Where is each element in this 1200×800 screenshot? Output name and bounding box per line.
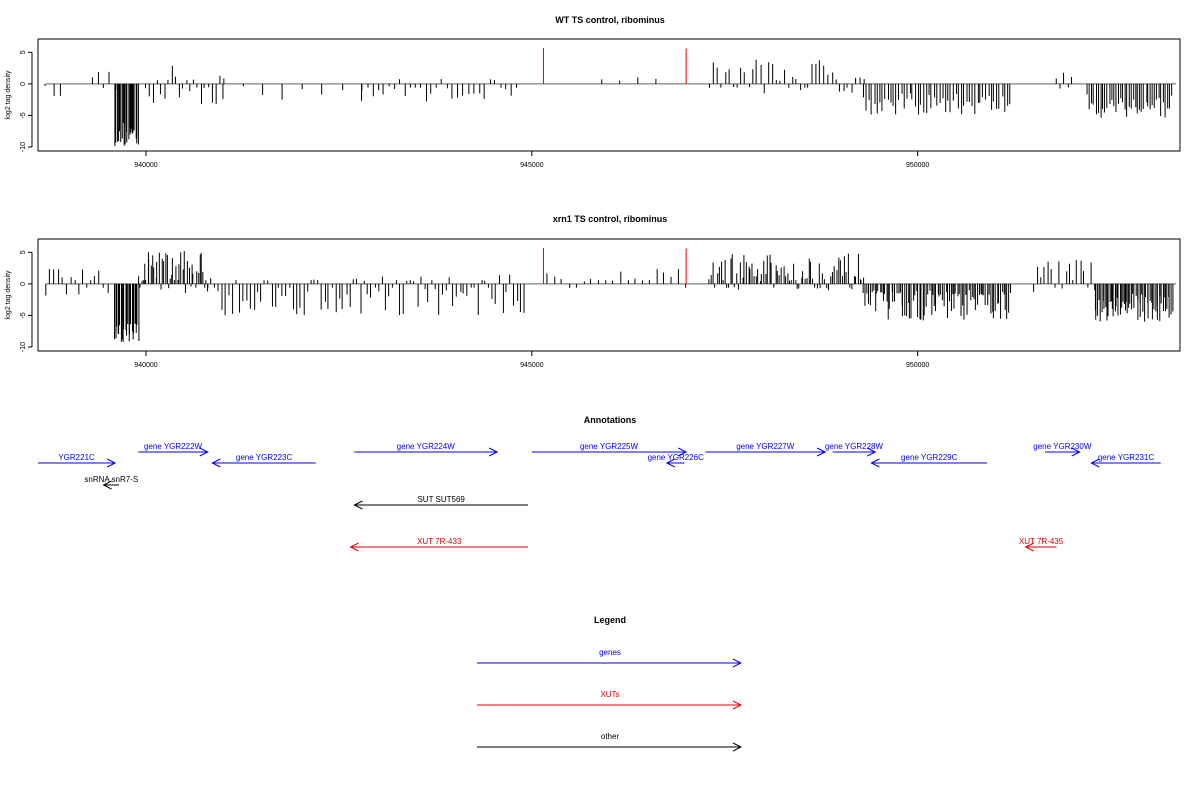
wt-density-panel: WT TS control, ribominus log2 tag densit… xyxy=(5,15,1181,169)
plot-frame xyxy=(37,238,1181,352)
x-axis: 940000 945000 950000 xyxy=(134,151,929,169)
feature-label: YGR221C xyxy=(58,453,95,462)
feature-label: gene YGR225W xyxy=(580,442,639,451)
y-tick-label: 0 xyxy=(20,282,27,286)
legend-label: other xyxy=(601,732,620,741)
x-tick-label: 950000 xyxy=(906,162,929,169)
feature-label: snRNA snR7-S xyxy=(84,475,138,484)
plot-frame xyxy=(37,38,1181,152)
y-tick-label: 0 xyxy=(20,82,27,86)
feature-label: SUT SUT569 xyxy=(417,495,465,504)
feature-label: gene YGR227W xyxy=(736,442,795,451)
legend-panel: Legend genes XUTs other xyxy=(477,615,741,747)
feature-label: gene YGR229C xyxy=(901,453,958,462)
feature-label: XUT 7R-433 xyxy=(417,537,462,546)
feature-label: XUT 7R-435 xyxy=(1019,537,1064,546)
legend-label: XUTs xyxy=(600,690,619,699)
y-tick-label: -10 xyxy=(20,342,27,352)
feature-label: gene YGR228W xyxy=(825,442,884,451)
y-axis: -10 -5 0 5 xyxy=(20,250,33,352)
y-tick-label: -5 xyxy=(20,312,27,318)
feature-label: gene YGR224W xyxy=(397,442,456,451)
y-axis: -10 -5 0 5 xyxy=(20,50,33,152)
x-axis: 940000 945000 950000 xyxy=(134,351,929,369)
y-tick-label: -5 xyxy=(20,112,27,118)
y-axis-label: log2 tag density xyxy=(5,70,12,120)
y-tick-label: 5 xyxy=(20,250,27,254)
feature-label: gene YGR222W xyxy=(144,442,203,451)
annotations-title: Annotations xyxy=(584,415,637,425)
feature-label: gene YGR230W xyxy=(1033,442,1092,451)
y-tick-label: 5 xyxy=(20,50,27,54)
annotations-panel: Annotations YGR221C gene YGR222W gene YGR2… xyxy=(38,415,1161,547)
x-tick-label: 950000 xyxy=(906,362,929,369)
xrn1-density-panel: xrn1 TS control, ribominus log2 tag dens… xyxy=(5,214,1181,369)
x-tick-label: 940000 xyxy=(134,162,157,169)
feature-label: gene YGR223C xyxy=(236,453,293,462)
legend-label: genes xyxy=(599,648,621,657)
legend-title: Legend xyxy=(594,615,626,625)
x-tick-label: 940000 xyxy=(134,362,157,369)
x-tick-label: 945000 xyxy=(520,162,543,169)
y-axis-label: log2 tag density xyxy=(5,270,12,320)
panel-title: WT TS control, ribominus xyxy=(555,15,665,25)
x-tick-label: 945000 xyxy=(520,362,543,369)
y-tick-label: -10 xyxy=(20,142,27,152)
panel-title: xrn1 TS control, ribominus xyxy=(553,214,668,224)
feature-label: gene YGR231C xyxy=(1098,453,1155,462)
feature-label: gene YGR226C xyxy=(648,453,705,462)
